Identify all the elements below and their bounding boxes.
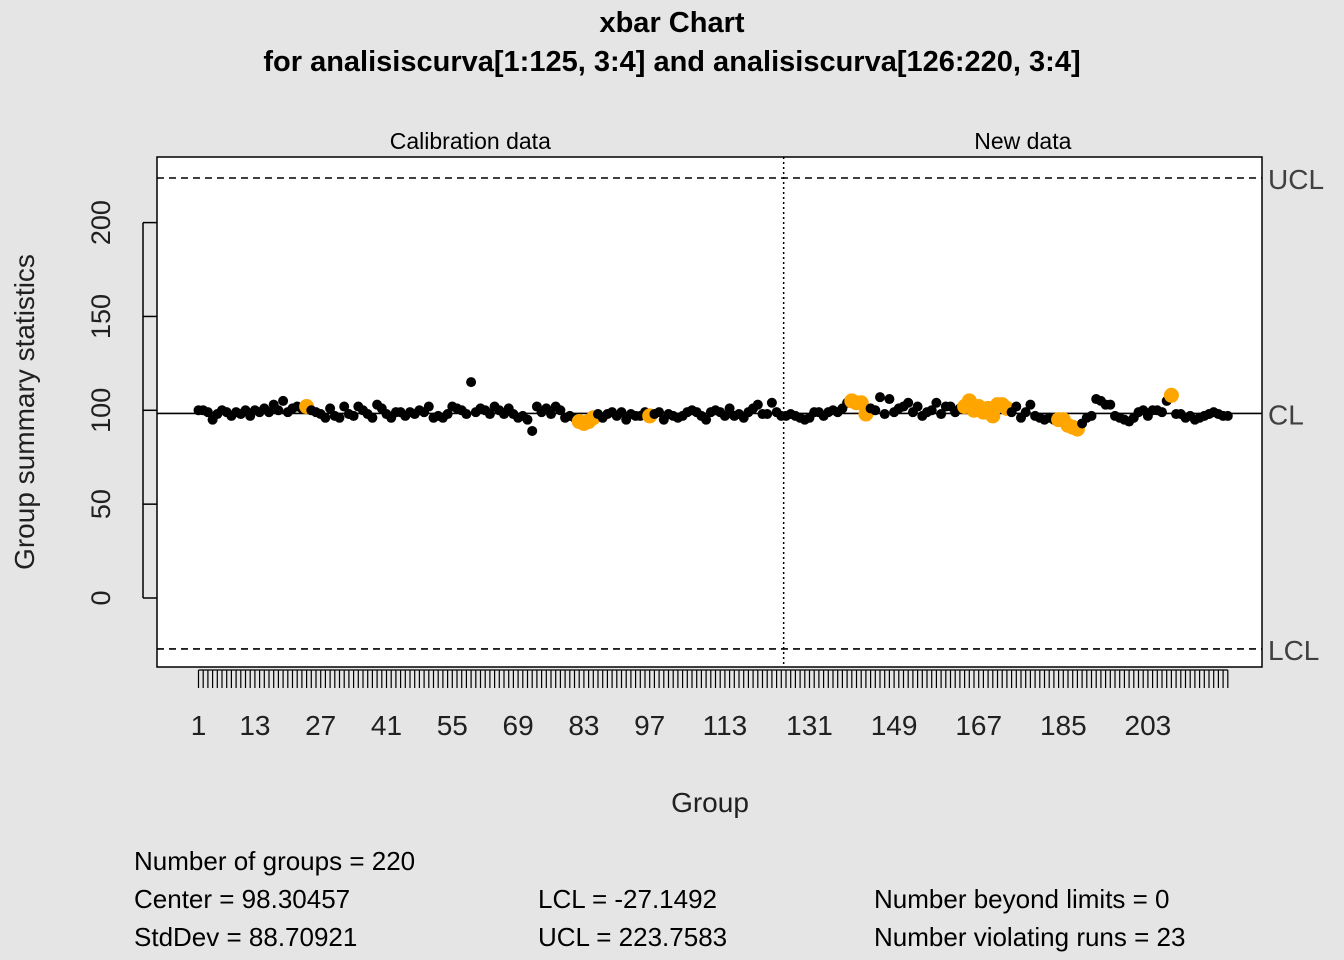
data-point [701, 414, 712, 425]
stat-stddev: StdDev = 88.70921 [134, 922, 358, 952]
data-point [339, 401, 350, 412]
data-point [527, 425, 538, 436]
y-axis-title: Group summary statistics [9, 254, 40, 570]
stat-number-of-groups: Number of groups = 220 [134, 846, 416, 876]
lcl-label: LCL [1268, 635, 1319, 666]
x-axis-title: Group [671, 787, 749, 818]
data-point [1157, 407, 1167, 418]
x-tick-label: 13 [239, 710, 270, 741]
x-tick-label: 41 [371, 710, 402, 741]
data-point [264, 407, 274, 418]
data-point [325, 403, 336, 414]
x-tick-label: 185 [1040, 710, 1087, 741]
stat-beyond-limits: Number beyond limits = 0 [874, 884, 1170, 914]
xbar-chart: Calibration data New dataUCLCLLCL05010015… [9, 128, 1324, 818]
stat-lcl: LCL = -27.1492 [538, 884, 718, 914]
data-point [1011, 401, 1022, 412]
data-point [926, 405, 937, 416]
ucl-label: UCL [1268, 164, 1324, 195]
chart-subtitle: for analisiscurva[1:125, 3:4] and analis… [263, 46, 1081, 78]
violating-point [985, 408, 1001, 424]
data-point [1086, 410, 1097, 421]
data-point [875, 392, 885, 403]
data-point [320, 412, 331, 423]
data-point [1222, 410, 1233, 421]
data-point [442, 409, 453, 420]
y-tick-label: 0 [86, 590, 116, 605]
data-point [903, 397, 914, 408]
x-tick-label: 69 [503, 710, 534, 741]
x-tick-label: 149 [871, 710, 918, 741]
data-point [461, 409, 472, 420]
data-point [348, 410, 359, 421]
data-point [879, 409, 890, 420]
x-tick-label: 167 [955, 710, 1002, 741]
x-tick-label: 55 [437, 710, 468, 741]
data-point [884, 394, 895, 405]
data-point [719, 410, 730, 421]
data-point [546, 409, 556, 420]
y-tick-label: 100 [86, 388, 116, 433]
stat-center: Center = 98.30457 [134, 884, 351, 914]
y-tick-label: 50 [86, 489, 116, 519]
cl-label: CL [1268, 399, 1304, 430]
data-point [278, 395, 289, 406]
x-tick-label: 1 [191, 710, 207, 741]
y-tick-label: 200 [86, 200, 116, 245]
data-point [522, 414, 533, 425]
data-point [1025, 399, 1036, 410]
data-point [762, 409, 773, 420]
data-point [273, 405, 284, 416]
data-point [766, 397, 777, 408]
data-point [654, 407, 665, 418]
stat-violating-runs: Number violating runs = 23 [874, 922, 1186, 952]
x-tick-label: 113 [703, 710, 748, 741]
data-point [484, 409, 495, 420]
data-point [202, 407, 213, 418]
data-point [931, 397, 942, 408]
y-tick-label: 150 [86, 294, 116, 339]
data-point [1020, 407, 1031, 418]
data-point [936, 409, 947, 420]
data-point [555, 405, 566, 416]
data-point [616, 407, 627, 418]
data-point [752, 399, 763, 410]
x-tick-label: 203 [1125, 710, 1172, 741]
stat-ucl: UCL = 223.7583 [538, 922, 728, 952]
chart-title: xbar Chart [599, 7, 745, 39]
data-point [870, 405, 881, 416]
data-point [423, 401, 434, 412]
data-point [367, 412, 378, 423]
data-point [724, 403, 735, 414]
data-point [1105, 399, 1116, 410]
violating-point [1163, 387, 1179, 403]
x-tick-label: 131 [786, 710, 833, 741]
data-point [466, 377, 477, 388]
violating-point [853, 395, 869, 411]
section-label-calibration: Calibration data [390, 128, 551, 154]
x-tick-label: 97 [634, 710, 665, 741]
data-point [912, 401, 923, 412]
data-point [334, 412, 345, 423]
x-tick-label: 83 [568, 710, 599, 741]
x-tick-label: 27 [305, 710, 336, 741]
section-label-new: New data [974, 128, 1071, 154]
